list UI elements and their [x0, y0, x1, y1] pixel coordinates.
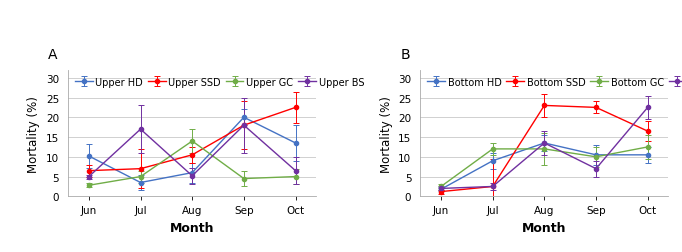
X-axis label: Month: Month	[170, 221, 214, 234]
Y-axis label: Mortality (%): Mortality (%)	[27, 95, 40, 172]
X-axis label: Month: Month	[522, 221, 567, 234]
Text: A: A	[48, 48, 58, 62]
Legend: Bottom HD, Bottom SSD, Bottom GC, Bottom BS: Bottom HD, Bottom SSD, Bottom GC, Bottom…	[425, 75, 682, 89]
Text: B: B	[400, 48, 410, 62]
Legend: Upper HD, Upper SSD, Upper GC, Upper BS: Upper HD, Upper SSD, Upper GC, Upper BS	[73, 75, 366, 89]
Y-axis label: Mortality (%): Mortality (%)	[379, 95, 393, 172]
